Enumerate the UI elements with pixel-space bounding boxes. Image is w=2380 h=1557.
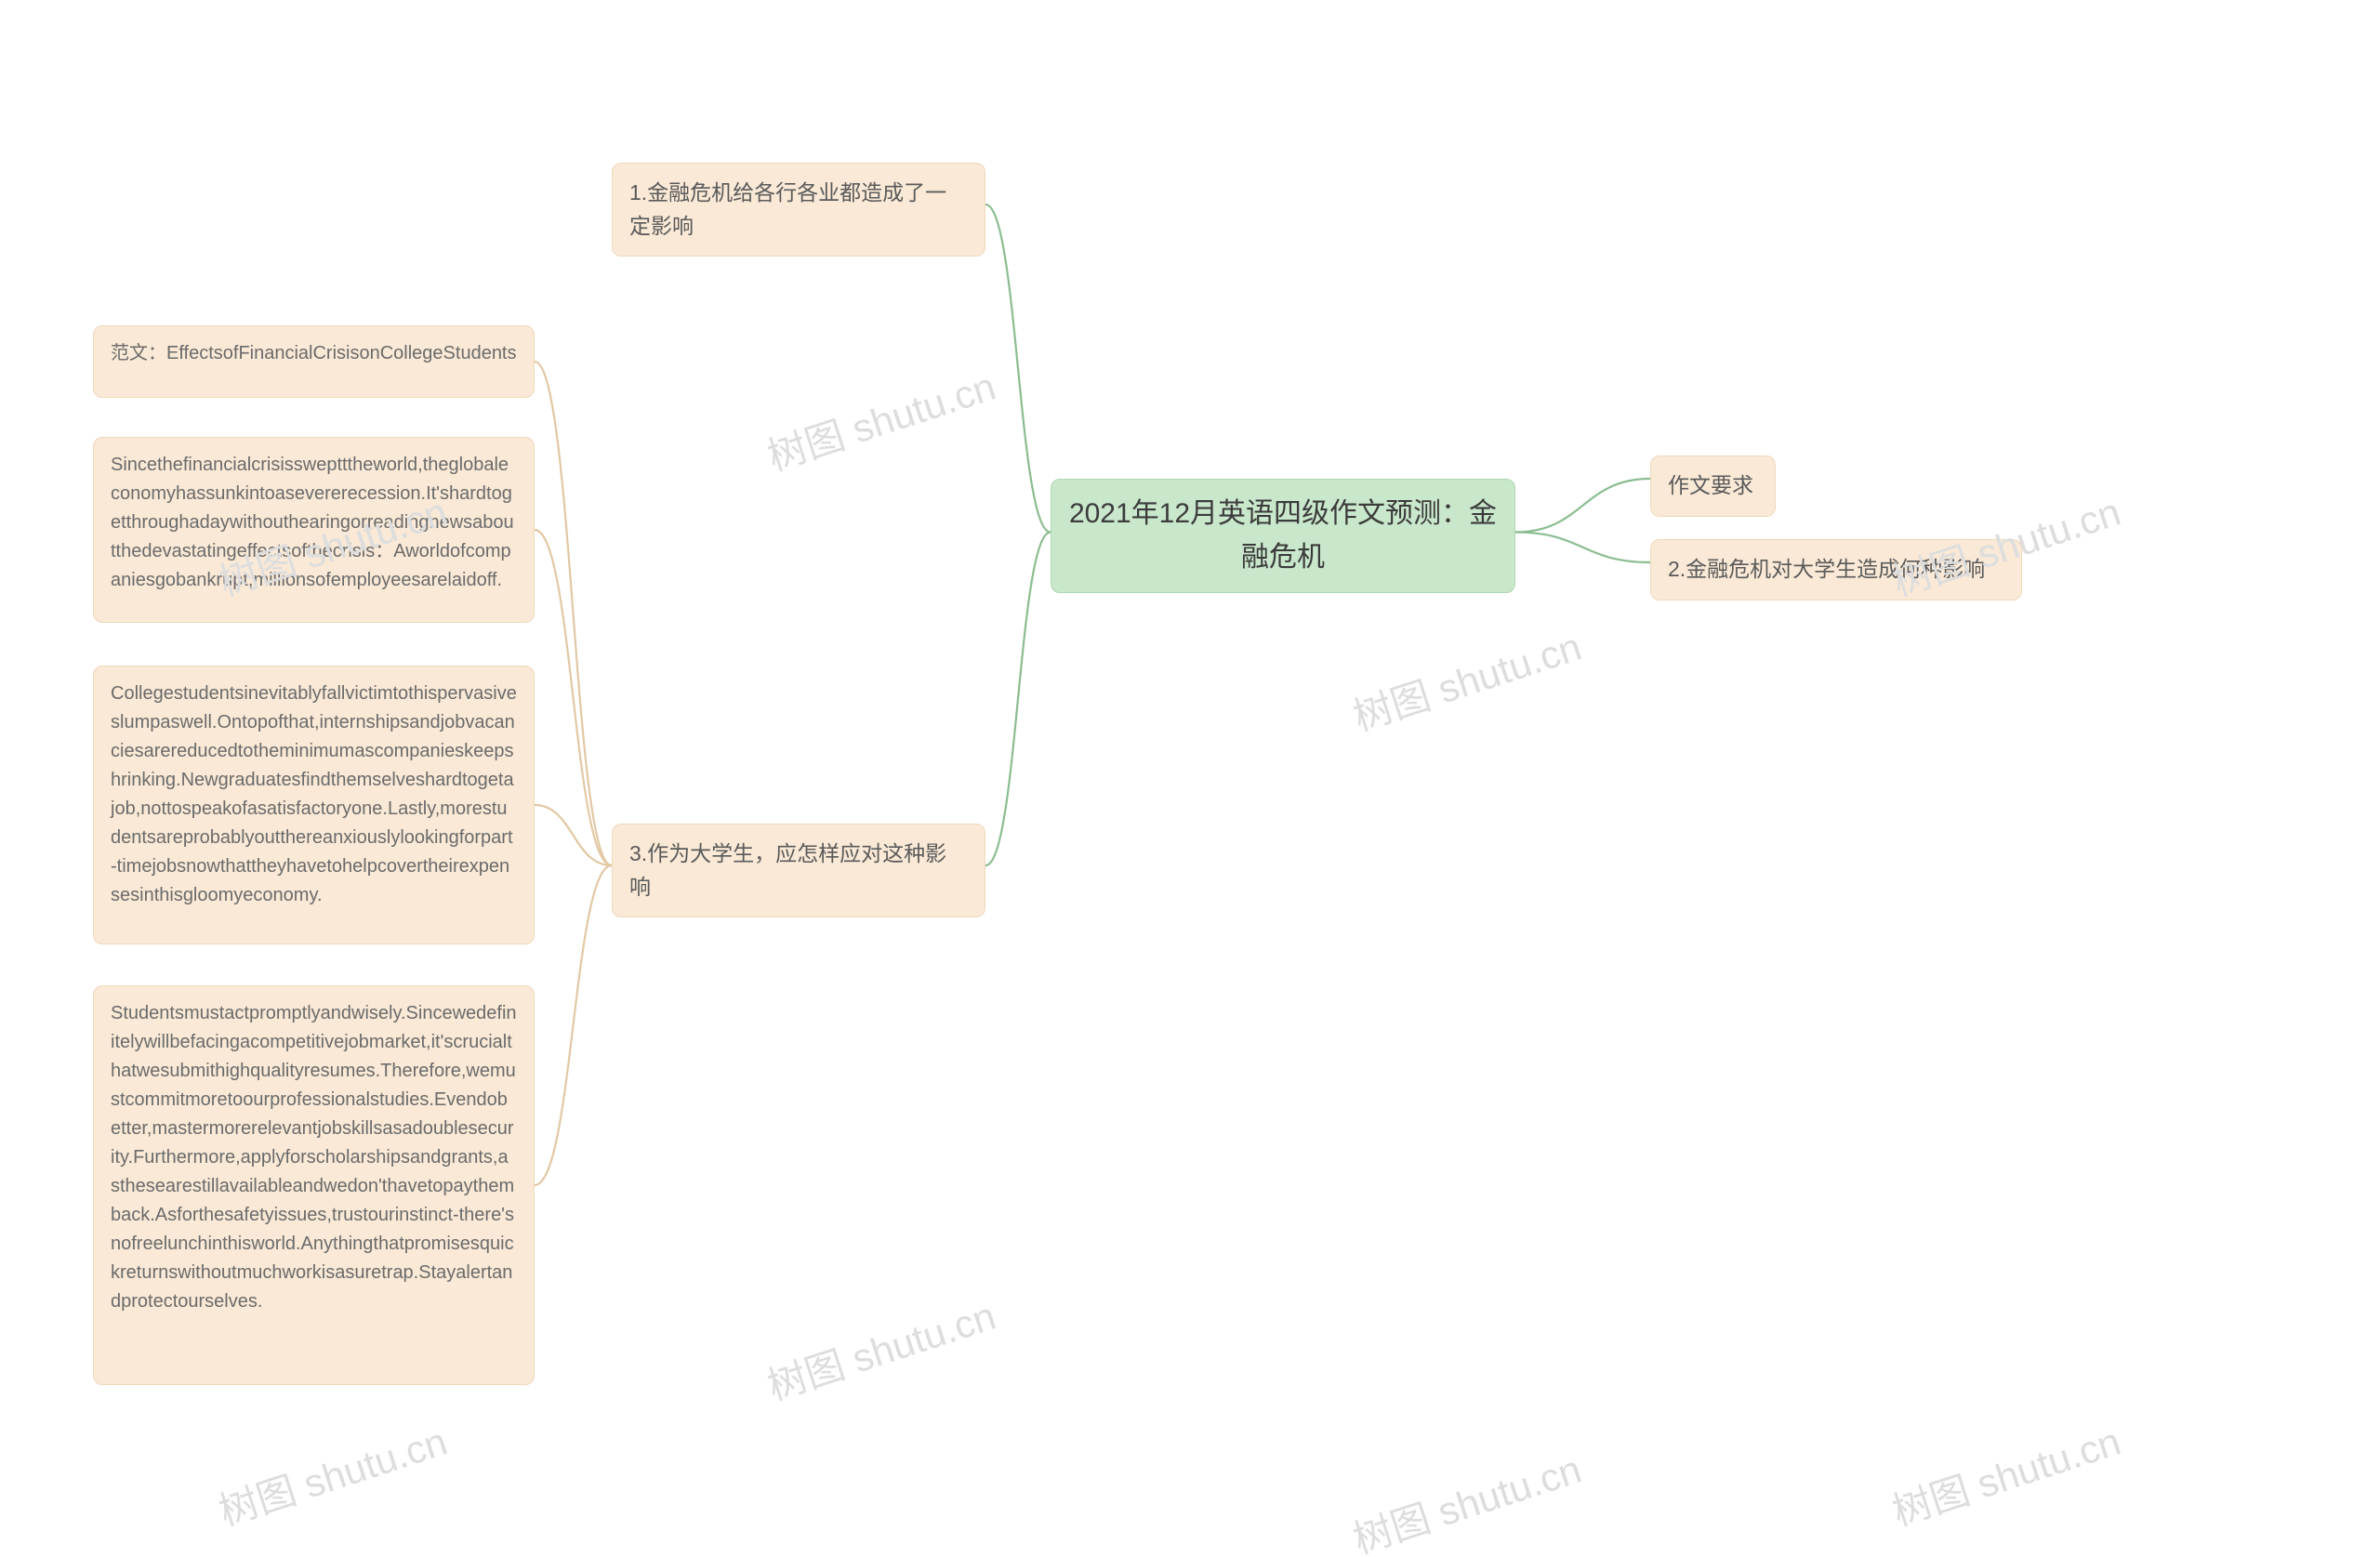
watermark-1: 树图 shutu.cn (760, 355, 1002, 482)
node-r2: 2.金融危机对大学生造成何种影响 (1650, 539, 2022, 600)
conn-l3-p2 (535, 805, 612, 865)
conn-l3-p3 (535, 865, 612, 1185)
node-p1: Sincethefinancialcrisissweptttheworld,th… (93, 437, 535, 623)
watermark-4: 树图 shutu.cn (211, 1410, 454, 1537)
node-p3: Studentsmustactpromptlyandwisely.Sincewe… (93, 985, 535, 1385)
watermark-7: 树图 shutu.cn (1884, 1410, 2127, 1537)
node-l1: 1.金融危机给各行各业都造成了一定影响 (612, 163, 985, 257)
conn-root-r1 (1515, 479, 1650, 533)
node-p0: 范文：EffectsofFinancialCrisisonCollegeStud… (93, 325, 535, 398)
node-r1: 作文要求 (1650, 455, 1776, 517)
watermark-2: 树图 shutu.cn (1345, 615, 1588, 743)
conn-l3-p1 (535, 530, 612, 865)
node-p2: Collegestudentsinevitablyfallvictimtothi… (93, 666, 535, 944)
watermark-5: 树图 shutu.cn (760, 1285, 1002, 1412)
root-node: 2021年12月英语四级作文预测：金融危机 (1051, 479, 1515, 593)
conn-l3-p0 (535, 362, 612, 865)
conn-root-l3 (985, 533, 1051, 866)
conn-root-l1 (985, 205, 1051, 533)
node-l3: 3.作为大学生，应怎样应对这种影响 (612, 824, 985, 917)
watermark-6: 树图 shutu.cn (1345, 1438, 1588, 1557)
conn-root-r2 (1515, 533, 1650, 563)
